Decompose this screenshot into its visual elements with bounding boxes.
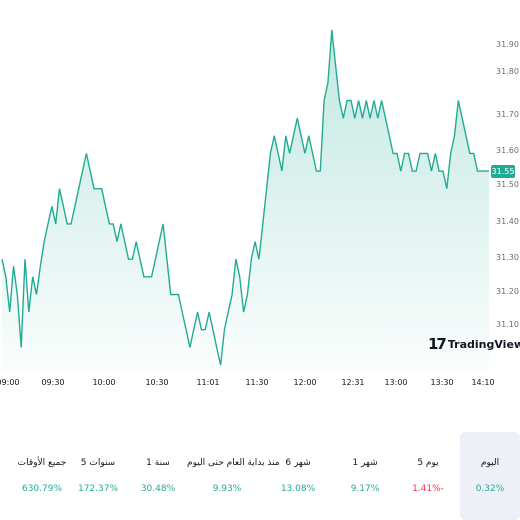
price-area-fill: [2, 30, 489, 372]
period-change-value: 1.41%-: [412, 484, 444, 494]
tradingview-logo-icon: 17: [428, 335, 447, 353]
period-0[interactable]: جميع الأوقات 630.79%: [12, 432, 72, 520]
period-label: اليوم: [480, 458, 500, 468]
period-label: منذ بداية العام حتى اليوم: [187, 458, 280, 468]
performance-periods: جميع الأوقات 630.79% 5 سنوات 172.37% 1 سنة 30…: [0, 432, 520, 520]
y-tick-label: 31.60: [496, 146, 519, 155]
period-5[interactable]: 1 شهر 9.17%: [335, 432, 395, 520]
period-change-value: 630.79%: [21, 484, 63, 494]
period-3[interactable]: منذ بداية العام حتى اليوم 9.93%: [187, 432, 280, 520]
price-line: [1, 29, 489, 366]
x-tick-label: 09:00: [0, 378, 20, 387]
chart-canvas: [1, 29, 489, 372]
x-tick-label: 09:30: [41, 378, 65, 387]
x-tick-label: 10:30: [145, 378, 169, 387]
y-tick-label: 31.50: [496, 180, 519, 189]
period-label: 1 سنة: [146, 458, 170, 468]
price-chart[interactable]: 31.90 31.80 31.70 31.60 31.50 31.40 31.30 31.20…: [0, 0, 520, 400]
x-tick-label: 11:01: [196, 378, 220, 387]
period-change-value: 0.32%: [475, 484, 505, 494]
y-tick-label: 31.30: [496, 253, 519, 262]
y-tick-label: 31.80: [496, 67, 519, 76]
period-label: جميع الأوقات: [17, 458, 67, 468]
period-change-value: 9.93%: [212, 484, 242, 494]
x-tick-label: 13:30: [430, 378, 454, 387]
period-label: 6 شهر: [285, 458, 311, 468]
period-7[interactable]: اليوم 0.32%: [460, 432, 520, 520]
x-tick-label: 14:10: [471, 378, 495, 387]
tradingview-logo[interactable]: 17 TradingView: [428, 336, 520, 352]
period-change-value: 172.37%: [77, 484, 119, 494]
y-tick-label: 31.70: [496, 110, 519, 119]
period-label: 1 شهر: [352, 458, 378, 468]
x-tick-label: 13:00: [384, 378, 408, 387]
tradingview-wordmark: TradingView: [447, 337, 520, 351]
x-tick-label: 12:00: [293, 378, 317, 387]
x-tick-label: 11:30: [245, 378, 269, 387]
period-change-value: 30.48%: [140, 484, 176, 494]
x-tick-label: 12:31: [341, 378, 365, 387]
period-label: 5 يوم: [417, 458, 439, 468]
period-6[interactable]: 5 يوم 1.41%-: [398, 432, 458, 520]
y-tick-label: 31.10: [496, 320, 519, 329]
period-1[interactable]: 5 سنوات 172.37%: [68, 432, 128, 520]
last-price-tag: 31.55: [491, 164, 515, 178]
period-4[interactable]: 6 شهر 13.08%: [268, 432, 328, 520]
y-tick-label: 31.20: [496, 287, 519, 296]
period-change-value: 13.08%: [280, 484, 316, 494]
y-tick-label: 31.90: [496, 40, 519, 49]
x-tick-label: 10:00: [92, 378, 116, 387]
period-2[interactable]: 1 سنة 30.48%: [128, 432, 188, 520]
period-change-value: 9.17%: [350, 484, 380, 494]
period-label: 5 سنوات: [80, 458, 116, 468]
y-tick-label: 31.40: [496, 217, 519, 226]
